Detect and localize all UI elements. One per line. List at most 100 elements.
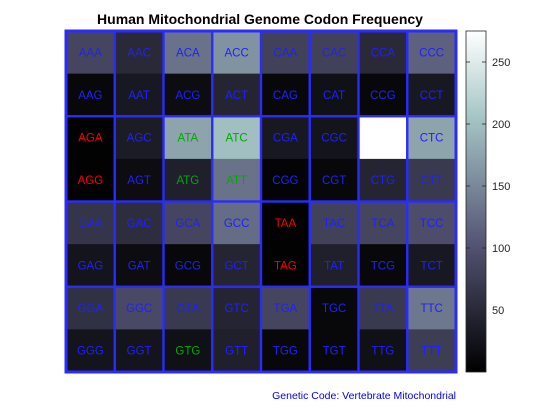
codon-label-act: ACT [225, 90, 248, 102]
heatmap-cell-gcg [163, 244, 213, 288]
heatmap-cell-agc [114, 116, 164, 160]
codon-label-ctg: CTG [371, 175, 395, 187]
codon-label-tgt: TGT [323, 346, 346, 358]
heatmap-cell-gga [66, 286, 116, 330]
heatmap-cell-acg [163, 73, 213, 117]
codon-label-ggg: GGG [77, 346, 104, 358]
heatmap-cell-ata [163, 116, 213, 160]
heatmap-cell-taa [261, 201, 311, 245]
heatmap-cell-caa [261, 31, 311, 75]
heatmap-cell-atg [163, 158, 213, 202]
codon-label-gcc: GCC [224, 218, 250, 230]
genetic-code-footnote: Genetic Code: Vertebrate Mitochondrial [272, 390, 456, 402]
heatmap-cell-act [212, 73, 262, 117]
heatmap-cell-tgt [309, 329, 359, 373]
heatmap-cell-aac [114, 31, 164, 75]
codon-label-agc: AGC [127, 133, 152, 145]
codon-label-aat: AAT [128, 90, 150, 102]
codon-label-cta: CTA [372, 133, 394, 145]
codon-label-ttg: TTG [371, 346, 394, 358]
heatmap-cell-ttt [407, 329, 457, 373]
colorbar: 50 100 150 200 250 [465, 30, 510, 373]
heatmap-cell-acc [212, 31, 262, 75]
codon-label-gat: GAT [128, 260, 151, 272]
codon-label-cag: CAG [273, 90, 298, 102]
codon-label-tac: TAC [323, 218, 345, 230]
codon-label-gaa: GAA [78, 218, 103, 230]
codon-label-atc: ATC [226, 133, 248, 145]
codon-label-cat: CAT [323, 90, 345, 102]
heatmap-cell-aga [66, 116, 116, 160]
codon-label-gag: GAG [78, 260, 104, 272]
codon-label-att: ATT [226, 175, 247, 187]
codon-label-aga: AGA [78, 133, 103, 145]
codon-label-agg: AGG [78, 175, 104, 187]
heatmap-cell-gaa [66, 201, 116, 245]
codon-label-tcc: TCC [420, 218, 444, 230]
codon-label-tgg: TGG [273, 346, 298, 358]
heatmap-cell-ttg [358, 329, 408, 373]
heatmap-cell-tac [309, 201, 359, 245]
codon-label-cgg: CGG [272, 175, 298, 187]
codon-label-cac: CAC [322, 47, 346, 59]
codon-label-cca: CCA [371, 47, 396, 59]
codon-label-gtg: GTG [175, 346, 200, 358]
codon-label-tca: TCA [371, 218, 394, 230]
colorbar-tick-label: 250 [492, 57, 510, 69]
codon-label-tat: TAT [324, 260, 344, 272]
heatmap-cell-tct [407, 244, 457, 288]
codon-label-gct: GCT [224, 260, 248, 272]
heatmap-cell-ctt [407, 158, 457, 202]
heatmap-cell-tag [261, 244, 311, 288]
codon-label-acc: ACC [224, 47, 248, 59]
heatmap-cell-cat [309, 73, 359, 117]
codon-label-agt: AGT [127, 175, 151, 187]
heatmap-cell-ctc [407, 116, 457, 160]
heatmap-cell-cta [358, 116, 408, 160]
heatmap-cell-cgt [309, 158, 359, 202]
heatmap-cell-gca [163, 201, 213, 245]
heatmap-cell-gac [114, 201, 164, 245]
codon-label-ttt: TTT [421, 346, 442, 358]
codon-label-atg: ATG [176, 175, 199, 187]
heatmap-cell-gcc [212, 201, 262, 245]
heatmap-cell-gag [66, 244, 116, 288]
colorbar-tick-label: 200 [492, 119, 510, 131]
heatmap-cell-tat [309, 244, 359, 288]
colorbar-gradient [465, 30, 487, 373]
codon-label-tag: TAG [274, 260, 297, 272]
heatmap-outer-border [64, 29, 458, 374]
heatmap-cell-aca [163, 31, 213, 75]
heatmap-cell-gat [114, 244, 164, 288]
codon-label-ccc: CCC [419, 47, 444, 59]
codon-label-aac: AAC [127, 47, 151, 59]
heatmap-cell-tga [261, 286, 311, 330]
heatmap-cell-cct [407, 73, 457, 117]
codon-label-ata: ATA [178, 133, 199, 145]
heatmap-cell-cgc [309, 116, 359, 160]
heatmap-cell-cca [358, 31, 408, 75]
codon-label-caa: CAA [274, 47, 298, 59]
heatmap-cell-agt [114, 158, 164, 202]
heatmap-cell-cgg [261, 158, 311, 202]
codon-label-cgt: CGT [322, 175, 346, 187]
heatmap-cell-ccc [407, 31, 457, 75]
heatmap-cell-ggc [114, 286, 164, 330]
chart-title: Human Mitochondrial Genome Codon Frequen… [97, 11, 423, 27]
codon-label-aca: ACA [176, 47, 200, 59]
heatmap-cell-tca [358, 201, 408, 245]
group-borders [64, 29, 458, 374]
codon-label-gga: GGA [78, 303, 104, 315]
heatmap-cell-gtt [212, 329, 262, 373]
codon-label-tct: TCT [420, 260, 442, 272]
colorbar-tick-label: 150 [492, 181, 510, 193]
heatmap-cell-ggt [114, 329, 164, 373]
heatmap-cell-cac [309, 31, 359, 75]
heatmap-cell-tta [358, 286, 408, 330]
codon-label-aag: AAG [78, 90, 102, 102]
heatmap-cell-att [212, 158, 262, 202]
codon-label-cga: CGA [273, 133, 298, 145]
heatmap-cell-ttc [407, 286, 457, 330]
heatmap-cell-cga [261, 116, 311, 160]
